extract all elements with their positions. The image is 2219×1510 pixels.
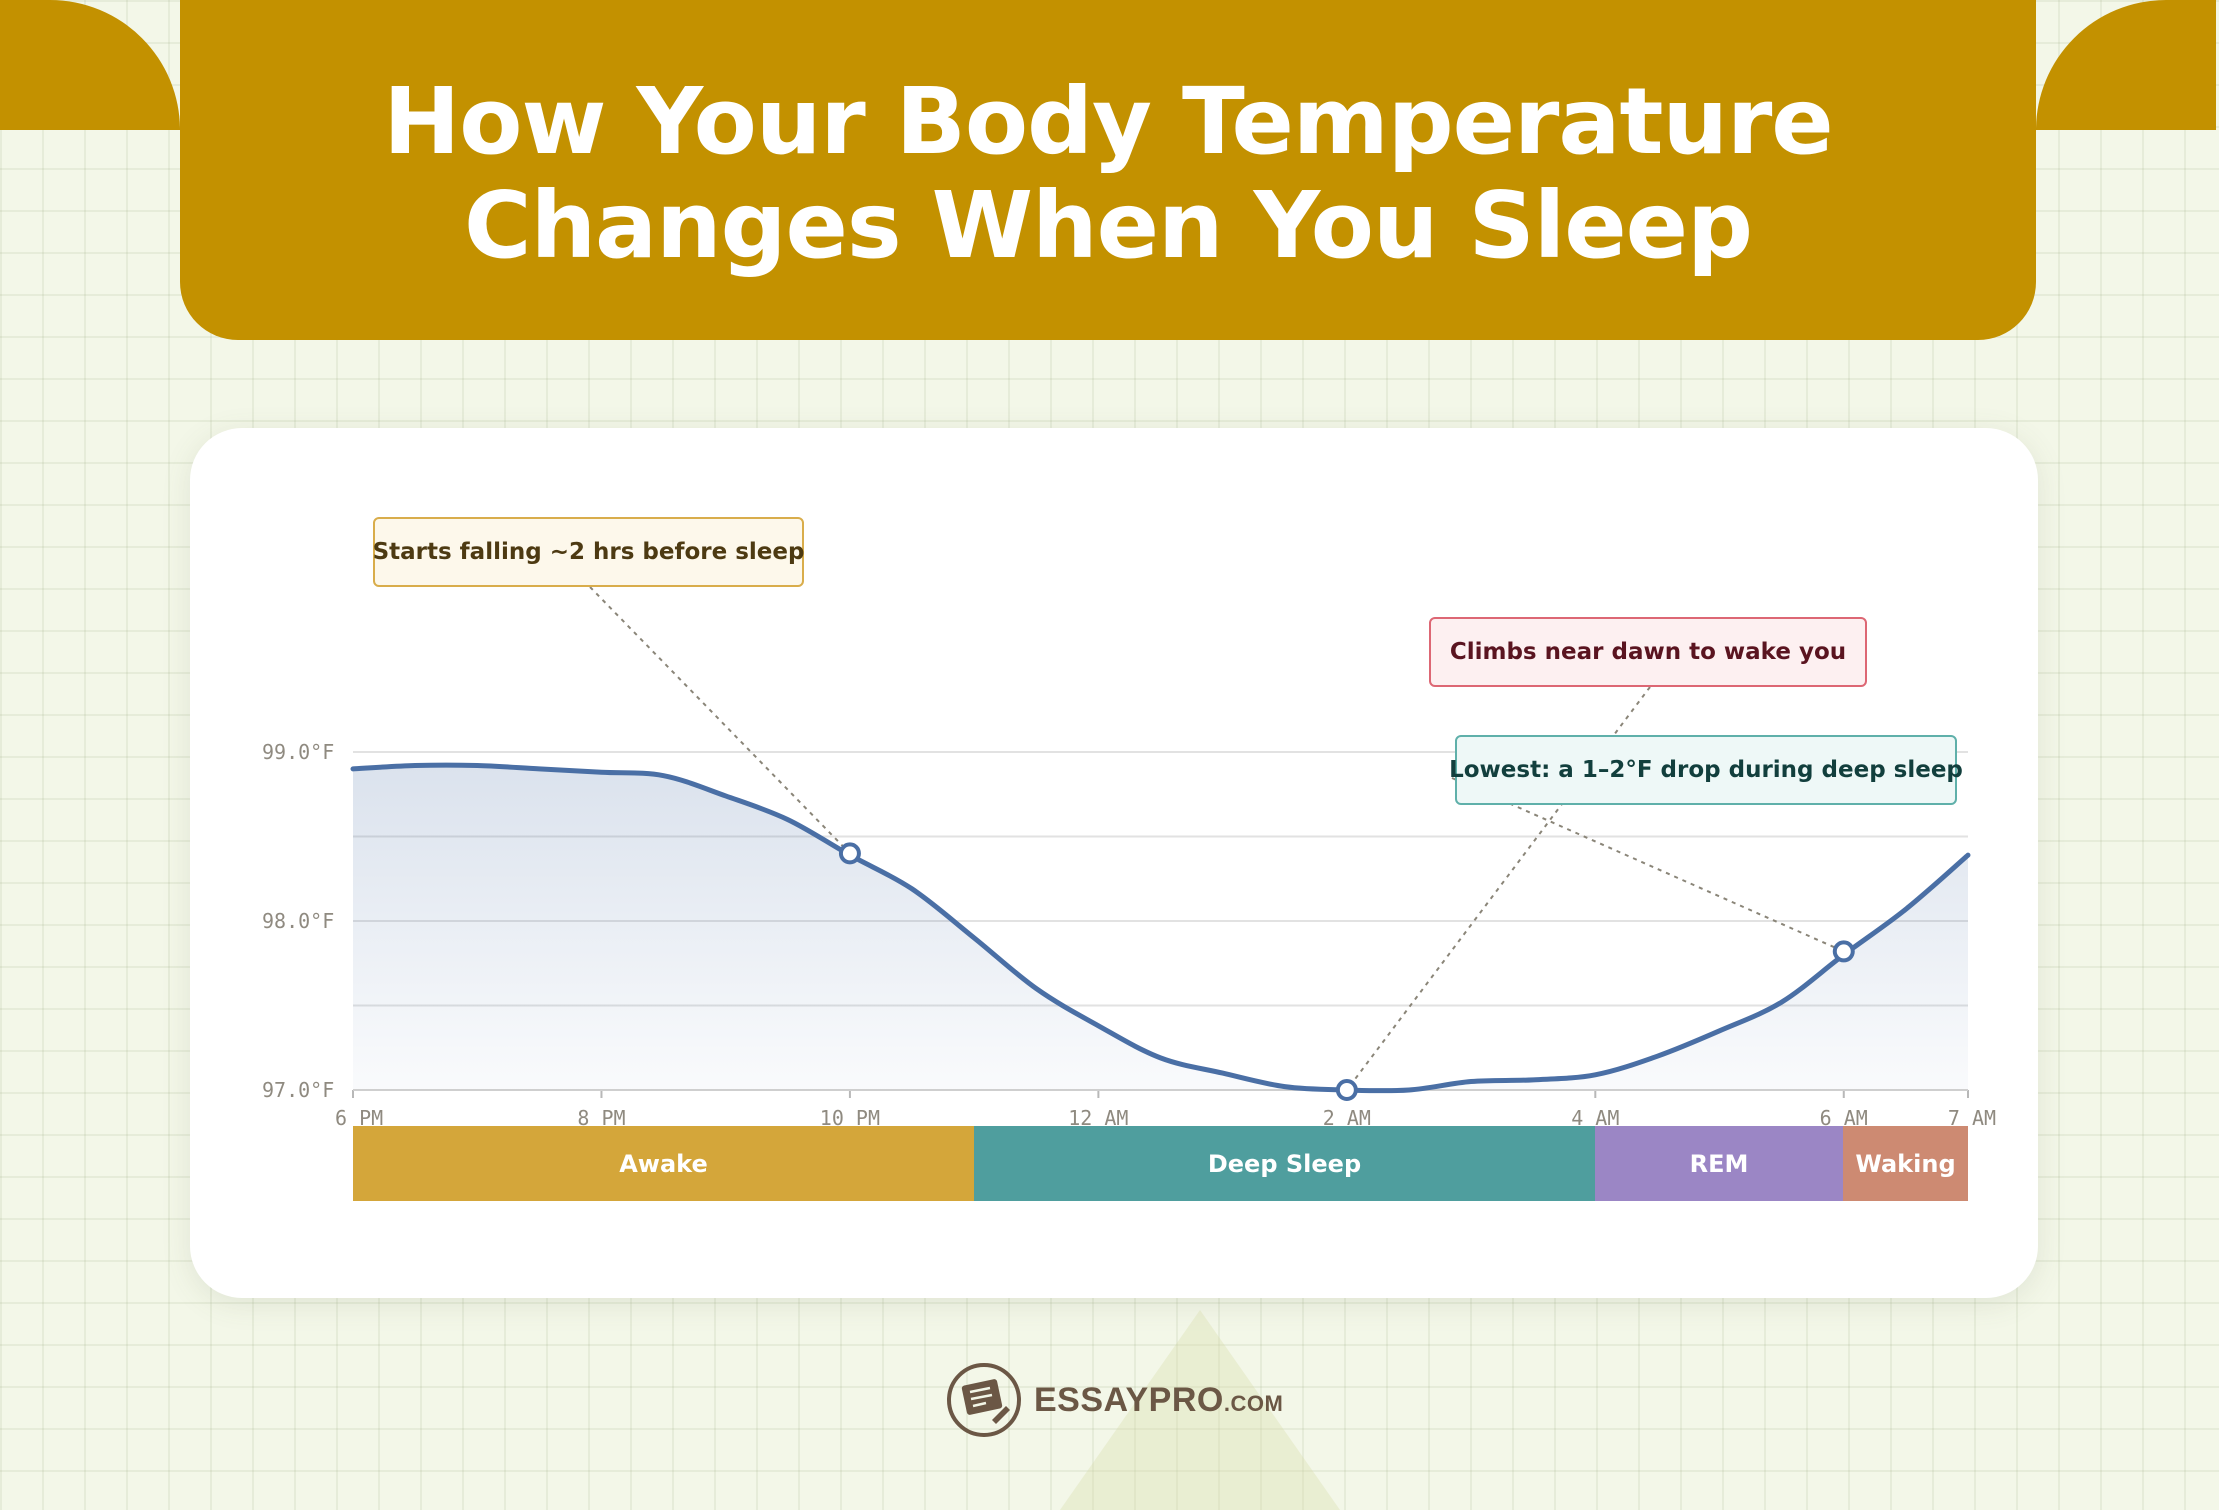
annotation-climbs: Climbs near dawn to wake you — [1429, 617, 1867, 687]
temperature-area — [353, 765, 1968, 1091]
brand-name: ESSAYPRO.COM — [1034, 1380, 1284, 1419]
phase-deep-sleep: Deep Sleep — [974, 1126, 1595, 1201]
title-line-2: Changes When You Sleep — [464, 172, 1753, 279]
decorative-triangle — [1060, 1310, 1340, 1510]
phase-awake: Awake — [353, 1126, 974, 1201]
y-tick-label: 97.0°F — [262, 1078, 335, 1102]
title-line-1: How Your Body Temperature — [383, 68, 1833, 175]
y-tick-label: 98.0°F — [262, 909, 335, 933]
essaypro-logo: ESSAYPRO.COM — [946, 1362, 1283, 1438]
temperature-line — [350, 762, 1971, 1094]
highlight-point — [1335, 1079, 1358, 1101]
essaypro-mark-icon — [947, 1363, 1021, 1437]
y-tick-label: 99.0°F — [262, 740, 335, 764]
annotation-falling: Starts falling ~2 hrs before sleep — [373, 517, 804, 587]
phase-rem: REM — [1595, 1126, 1843, 1201]
highlight-point — [838, 842, 861, 865]
phase-waking: Waking — [1843, 1126, 1968, 1201]
highlight-point — [1832, 940, 1855, 963]
page-title: How Your Body Temperature Changes When Y… — [180, 70, 2036, 278]
annotation-lowest: Lowest: a 1–2°F drop during deep sleep — [1449, 735, 1963, 805]
